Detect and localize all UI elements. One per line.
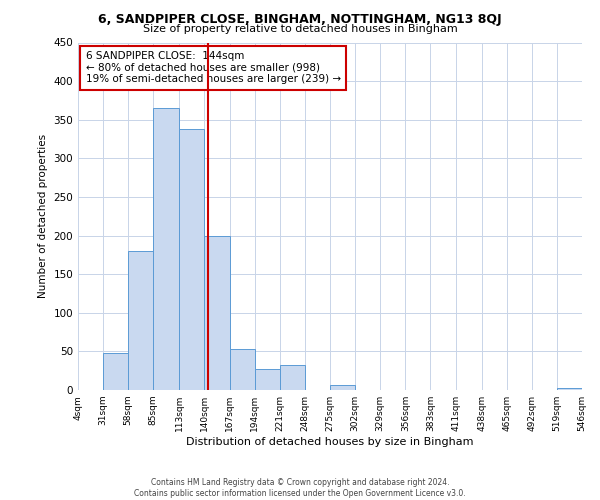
Bar [230,349,254,390]
Bar [330,384,355,390]
Bar [280,364,305,390]
Bar [557,388,582,390]
Bar [205,236,230,390]
Bar [254,369,280,390]
X-axis label: Distribution of detached houses by size in Bingham: Distribution of detached houses by size … [186,437,474,447]
Bar [154,108,179,390]
Text: Contains HM Land Registry data © Crown copyright and database right 2024.
Contai: Contains HM Land Registry data © Crown c… [134,478,466,498]
Bar [128,251,154,390]
Y-axis label: Number of detached properties: Number of detached properties [38,134,48,298]
Text: 6 SANDPIPER CLOSE:  144sqm
← 80% of detached houses are smaller (998)
19% of sem: 6 SANDPIPER CLOSE: 144sqm ← 80% of detac… [86,51,341,84]
Text: Size of property relative to detached houses in Bingham: Size of property relative to detached ho… [143,24,457,34]
Bar [103,353,128,390]
Bar [179,129,205,390]
Text: 6, SANDPIPER CLOSE, BINGHAM, NOTTINGHAM, NG13 8QJ: 6, SANDPIPER CLOSE, BINGHAM, NOTTINGHAM,… [98,12,502,26]
